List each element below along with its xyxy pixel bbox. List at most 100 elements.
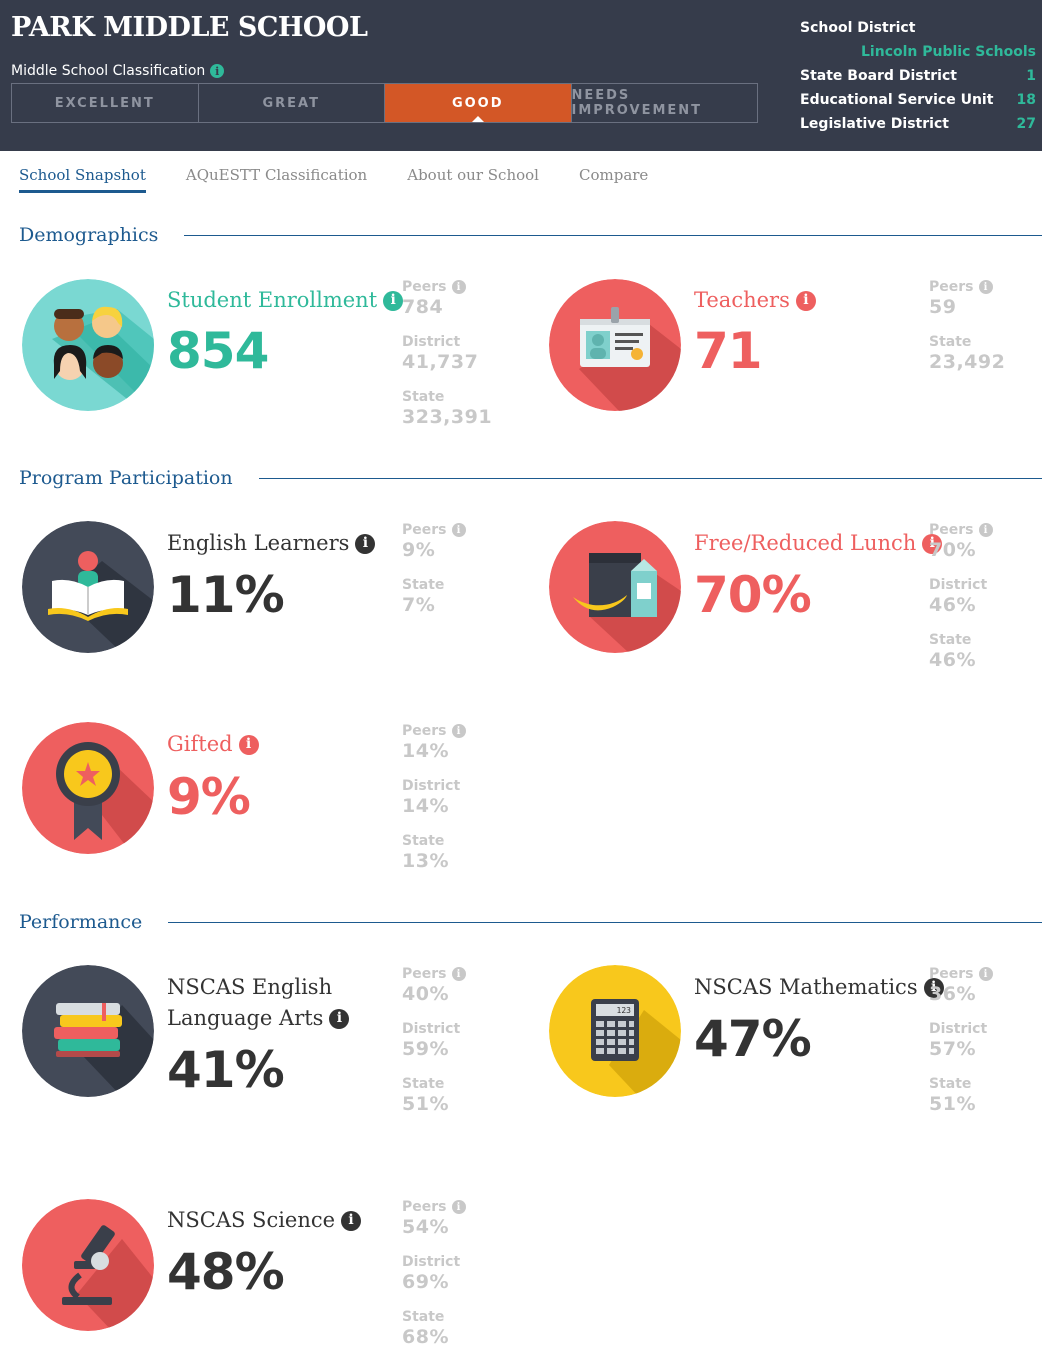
info-icon[interactable]: i bbox=[451, 523, 466, 537]
lunch-bag-icon bbox=[549, 521, 681, 653]
comparison-state: State 13% bbox=[402, 832, 466, 887]
lunch-title: Free/Reduced Lunch bbox=[694, 531, 917, 555]
calculator-icon: 123 bbox=[549, 965, 681, 1097]
metric-title-teachers: Teachers i bbox=[694, 285, 816, 316]
metric-title-science: NSCAS Science i bbox=[167, 1205, 362, 1236]
comparison-label: Peers bbox=[402, 723, 447, 739]
comparison-peers: Peers i 9% bbox=[402, 521, 466, 576]
comparison-peers: Peers i 70% bbox=[929, 521, 993, 576]
section-demographics: Demographics bbox=[19, 224, 1042, 246]
math-comparisons: Peers i 36% District 57% State 51% bbox=[929, 965, 993, 1130]
comparison-state: State 46% bbox=[929, 631, 993, 686]
comparison-label: Peers bbox=[402, 1199, 447, 1215]
comparison-label: District bbox=[402, 778, 461, 794]
enrollment-title: Student Enrollment bbox=[167, 288, 378, 312]
tab-about-our-school[interactable]: About our School bbox=[407, 166, 539, 184]
students-icon bbox=[22, 279, 154, 411]
info-icon[interactable]: i bbox=[451, 280, 466, 294]
comparison-district: District 14% bbox=[402, 777, 466, 832]
english-learners-title: English Learners bbox=[167, 531, 350, 555]
comparison-label: State bbox=[402, 389, 445, 405]
info-icon[interactable]: i bbox=[978, 280, 993, 294]
comparison-label: State bbox=[929, 1076, 972, 1092]
school-header: PARK MIDDLE SCHOOL Middle School Classif… bbox=[0, 0, 1042, 151]
info-icon[interactable]: i bbox=[329, 1008, 350, 1029]
classification-good: GOOD bbox=[385, 84, 572, 122]
info-icon[interactable]: i bbox=[238, 734, 259, 755]
teachers-title: Teachers bbox=[694, 288, 790, 312]
metric-title-enrollment: Student Enrollment i bbox=[167, 285, 404, 316]
comparison-value: 59% bbox=[402, 1038, 449, 1060]
ela-title-line1: NSCAS English bbox=[167, 975, 333, 999]
english-learners-value: 11% bbox=[167, 566, 285, 624]
info-icon[interactable]: i bbox=[355, 533, 376, 554]
comparison-label: State bbox=[402, 577, 445, 593]
comparison-value: 14% bbox=[402, 740, 449, 762]
comparison-district: District 46% bbox=[929, 576, 993, 631]
info-icon[interactable]: i bbox=[210, 64, 225, 78]
comparison-value: 51% bbox=[929, 1093, 976, 1115]
comparison-state: State 51% bbox=[929, 1075, 993, 1130]
comparison-value: 70% bbox=[929, 539, 976, 561]
comparison-state: State 68% bbox=[402, 1308, 466, 1362]
comparison-state: State 323,391 bbox=[402, 388, 492, 443]
comparison-value: 13% bbox=[402, 850, 449, 872]
info-icon[interactable]: i bbox=[341, 1210, 362, 1231]
comparison-label: Peers bbox=[929, 522, 974, 538]
comparison-label: Peers bbox=[402, 966, 447, 982]
gifted-title: Gifted bbox=[167, 732, 233, 756]
open-book-icon bbox=[22, 521, 154, 653]
comparison-value: 9% bbox=[402, 539, 436, 561]
enrollment-value: 854 bbox=[167, 322, 269, 380]
school-district-label: School District bbox=[800, 20, 916, 36]
comparison-value: 69% bbox=[402, 1271, 449, 1293]
state-board-label: State Board District bbox=[800, 68, 957, 84]
section-title: Program Participation bbox=[19, 467, 233, 489]
info-icon[interactable]: i bbox=[451, 724, 466, 738]
metric-title-ela: NSCAS English Language Arts i bbox=[167, 972, 350, 1034]
info-icon[interactable]: i bbox=[922, 533, 943, 554]
book-stack-icon bbox=[22, 965, 154, 1097]
comparison-value: 46% bbox=[929, 594, 976, 616]
tab-aquestt-classification[interactable]: AQuESTT Classification bbox=[185, 166, 368, 184]
comparison-label: District bbox=[402, 334, 461, 350]
comparison-label: State bbox=[929, 632, 972, 648]
comparison-label: State bbox=[402, 1076, 445, 1092]
comparison-label: District bbox=[402, 1021, 461, 1037]
info-icon[interactable]: i bbox=[795, 290, 816, 311]
comparison-label: Peers bbox=[402, 279, 447, 295]
enrollment-comparisons: Peers i 784 District 41,737 State 323,391 bbox=[402, 278, 492, 443]
comparison-label: Peers bbox=[402, 522, 447, 538]
info-icon[interactable]: i bbox=[923, 977, 944, 998]
section-divider bbox=[258, 477, 1042, 479]
comparison-value: 59 bbox=[929, 296, 957, 318]
metric-title-gifted: Gifted i bbox=[167, 729, 259, 760]
science-value: 48% bbox=[167, 1243, 285, 1301]
comparison-peers: Peers i 40% bbox=[402, 965, 466, 1020]
info-icon[interactable]: i bbox=[978, 967, 993, 981]
metric-title-math: NSCAS Mathematics i bbox=[694, 972, 944, 1003]
classification-label: Middle School Classification i bbox=[11, 63, 225, 79]
calculator-display-text: 123 bbox=[617, 1006, 632, 1015]
comparison-label: District bbox=[402, 1254, 461, 1270]
comparison-label: State bbox=[402, 1309, 445, 1325]
comparison-value: 51% bbox=[402, 1093, 449, 1115]
info-icon[interactable]: i bbox=[978, 523, 993, 537]
lunch-comparisons: Peers i 70% District 46% State 46% bbox=[929, 521, 993, 686]
info-icon[interactable]: i bbox=[383, 290, 404, 311]
info-icon[interactable]: i bbox=[451, 967, 466, 981]
comparison-district: District 57% bbox=[929, 1020, 993, 1075]
comparison-district: District 59% bbox=[402, 1020, 466, 1075]
ela-title-line2-wrap: Language Arts i bbox=[167, 1003, 350, 1034]
classification-excellent: EXCELLENT bbox=[12, 84, 199, 122]
classification-label-text: Middle School Classification bbox=[11, 63, 206, 79]
section-divider bbox=[184, 234, 1042, 236]
school-district-value[interactable]: Lincoln Public Schools bbox=[861, 44, 1036, 60]
classification-bar: EXCELLENT GREAT GOOD NEEDS IMPROVEMENT bbox=[11, 83, 758, 123]
comparison-peers: Peers i 59 bbox=[929, 278, 1005, 333]
tab-school-snapshot[interactable]: School Snapshot bbox=[19, 166, 146, 193]
teachers-value: 71 bbox=[694, 322, 763, 380]
info-icon[interactable]: i bbox=[451, 1200, 466, 1214]
ela-comparisons: Peers i 40% District 59% State 51% bbox=[402, 965, 466, 1130]
tab-compare[interactable]: Compare bbox=[578, 166, 649, 184]
